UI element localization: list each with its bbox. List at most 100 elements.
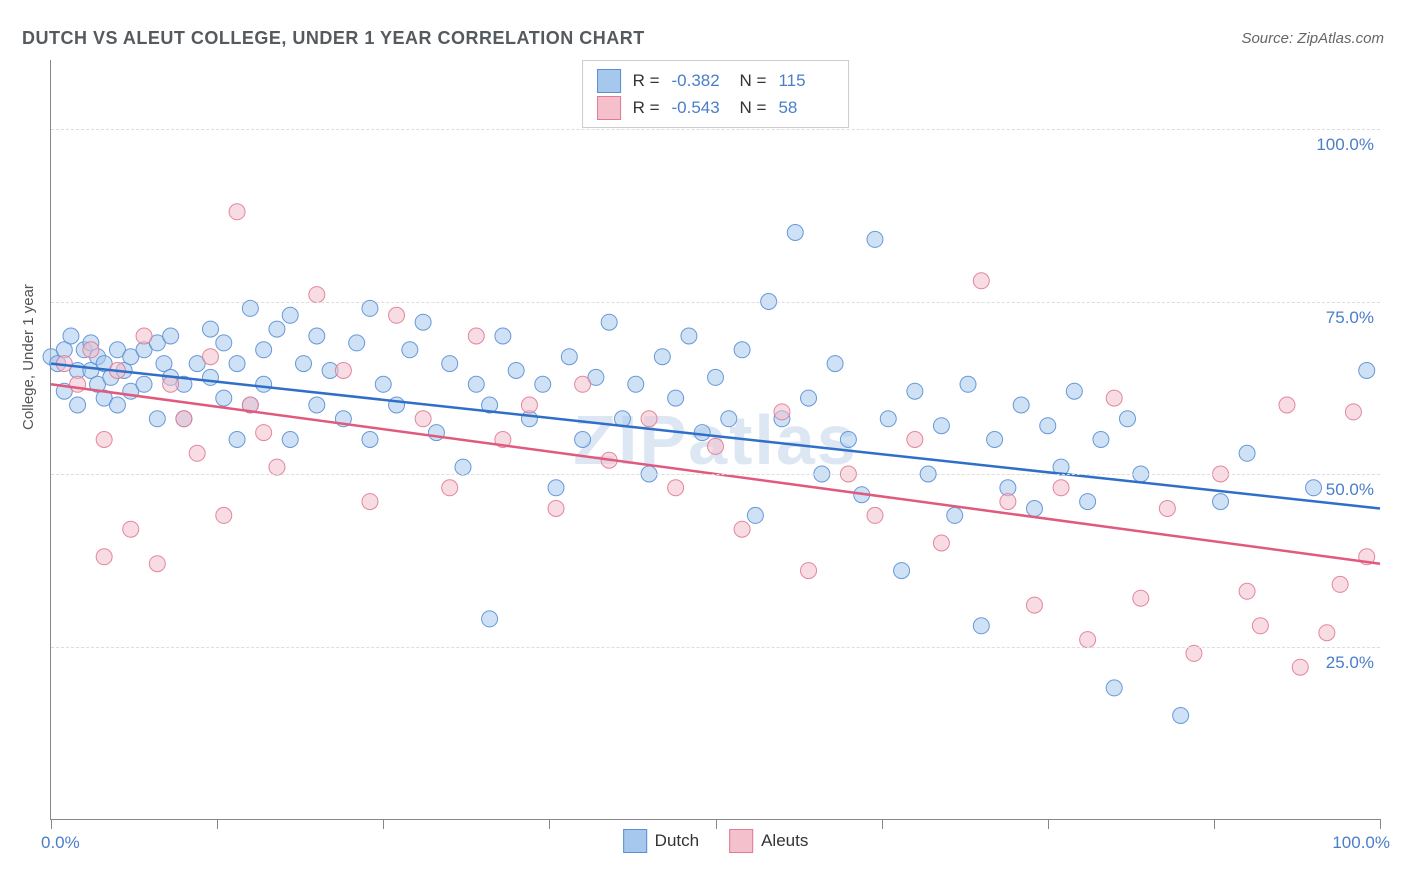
data-point [389, 307, 405, 323]
data-point [269, 321, 285, 337]
data-point [1292, 659, 1308, 675]
data-point [907, 383, 923, 399]
y-tick-label: 50.0% [1326, 480, 1374, 500]
data-point [628, 376, 644, 392]
y-tick-label: 25.0% [1326, 653, 1374, 673]
data-point [123, 521, 139, 537]
x-tick [217, 819, 218, 829]
data-point [787, 225, 803, 241]
data-point [482, 611, 498, 627]
data-point [1239, 583, 1255, 599]
series-legend: Dutch Aleuts [623, 829, 809, 853]
data-point [575, 376, 591, 392]
data-point [256, 342, 272, 358]
r-label: R = [633, 94, 660, 121]
data-point [641, 411, 657, 427]
data-point [801, 563, 817, 579]
data-point [668, 480, 684, 496]
data-point [229, 356, 245, 372]
n-label: N = [740, 67, 767, 94]
x-tick [1048, 819, 1049, 829]
data-point [973, 618, 989, 634]
data-point [296, 356, 312, 372]
data-point [1093, 432, 1109, 448]
data-point [681, 328, 697, 344]
data-point [70, 397, 86, 413]
legend-item-dutch: Dutch [623, 829, 699, 853]
data-point [1239, 445, 1255, 461]
data-point [1252, 618, 1268, 634]
y-tick-label: 100.0% [1316, 135, 1374, 155]
data-point [1106, 390, 1122, 406]
data-point [973, 273, 989, 289]
data-point [960, 376, 976, 392]
data-point [149, 556, 165, 572]
r-value-aleuts: -0.543 [672, 94, 728, 121]
data-point [96, 432, 112, 448]
data-point [202, 321, 218, 337]
data-point [1026, 597, 1042, 613]
data-point [189, 445, 205, 461]
chart-svg [51, 60, 1380, 819]
chart-title: DUTCH VS ALEUT COLLEGE, UNDER 1 YEAR COR… [22, 28, 645, 49]
data-point [96, 549, 112, 565]
data-point [548, 501, 564, 517]
data-point [63, 328, 79, 344]
data-point [402, 342, 418, 358]
gridline [51, 474, 1380, 475]
data-point [163, 328, 179, 344]
data-point [947, 507, 963, 523]
data-point [721, 411, 737, 427]
data-point [1119, 411, 1135, 427]
x-tick [549, 819, 550, 829]
swatch-dutch-icon [623, 829, 647, 853]
data-point [708, 369, 724, 385]
data-point [867, 507, 883, 523]
data-point [1213, 494, 1229, 510]
data-point [202, 369, 218, 385]
data-point [508, 363, 524, 379]
data-point [349, 335, 365, 351]
data-point [907, 432, 923, 448]
data-point [1066, 383, 1082, 399]
data-point [229, 432, 245, 448]
legend-label-dutch: Dutch [655, 831, 699, 851]
data-point [1359, 363, 1375, 379]
data-point [1345, 404, 1361, 420]
data-point [894, 563, 910, 579]
data-point [708, 438, 724, 454]
data-point [774, 404, 790, 420]
data-point [495, 328, 511, 344]
data-point [309, 328, 325, 344]
data-point [827, 356, 843, 372]
data-point [1106, 680, 1122, 696]
data-point [216, 335, 232, 351]
legend-label-aleuts: Aleuts [761, 831, 808, 851]
data-point [867, 231, 883, 247]
gridline [51, 302, 1380, 303]
gridline [51, 129, 1380, 130]
data-point [362, 300, 378, 316]
gridline [51, 647, 1380, 648]
data-point [1013, 397, 1029, 413]
correlation-legend: R = -0.382 N = 115 R = -0.543 N = 58 [582, 60, 850, 128]
swatch-dutch [597, 69, 621, 93]
data-point [455, 459, 471, 475]
data-point [1186, 645, 1202, 661]
r-label: R = [633, 67, 660, 94]
data-point [734, 342, 750, 358]
data-point [83, 342, 99, 358]
data-point [734, 521, 750, 537]
swatch-aleuts [597, 96, 621, 120]
data-point [389, 397, 405, 413]
y-axis-label: College, Under 1 year [20, 284, 37, 430]
data-point [1159, 501, 1175, 517]
legend-item-aleuts: Aleuts [729, 829, 808, 853]
swatch-aleuts-icon [729, 829, 753, 853]
data-point [362, 432, 378, 448]
data-point [136, 376, 152, 392]
n-label: N = [740, 94, 767, 121]
data-point [933, 418, 949, 434]
data-point [136, 328, 152, 344]
n-value-dutch: 115 [778, 67, 834, 94]
